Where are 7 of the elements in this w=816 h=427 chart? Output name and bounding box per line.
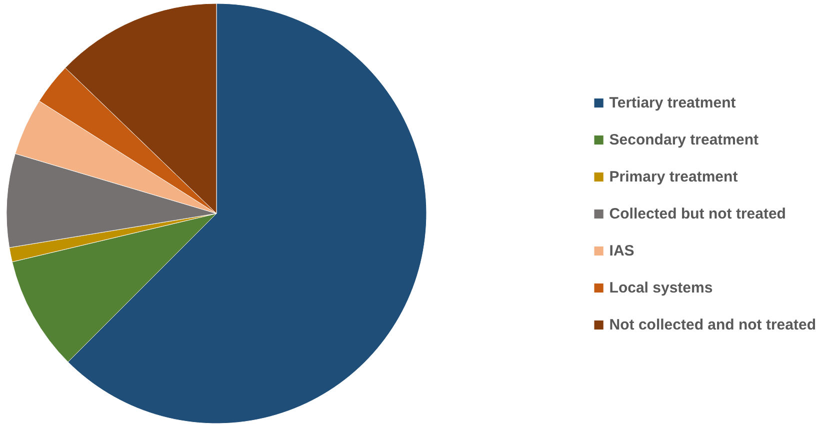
legend-label: Tertiary treatment	[609, 94, 736, 111]
legend-label: IAS	[609, 242, 634, 259]
legend-label: Local systems	[609, 279, 713, 296]
legend-label: Collected but not treated	[609, 205, 786, 222]
legend-label: Secondary treatment	[609, 131, 759, 148]
legend-label: Not collected and not treated	[609, 316, 816, 333]
legend-label: Primary treatment	[609, 168, 738, 185]
